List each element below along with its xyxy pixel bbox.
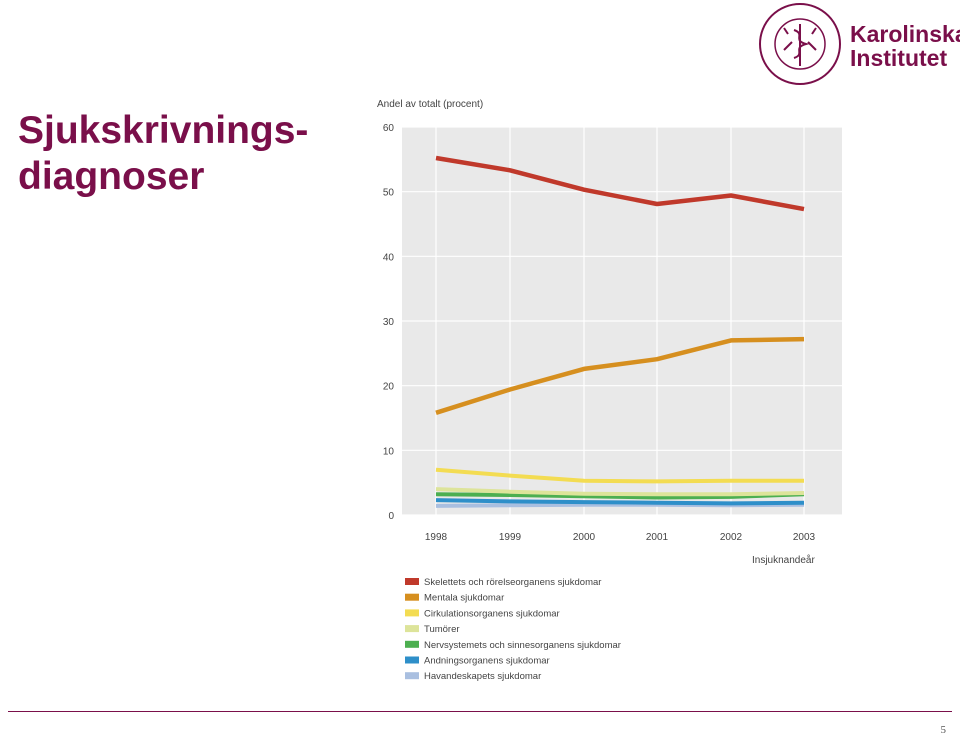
y-tick-label: 0 [388, 511, 394, 522]
y-tick-label: 20 [383, 382, 395, 393]
legend-swatch [405, 593, 419, 601]
legend-swatch [405, 578, 419, 585]
legend-label: Mentala sjukdomar [424, 593, 504, 604]
y-tick-label: 60 [383, 123, 395, 134]
legend-label: Cirkulationsorganens sjukdomar [424, 608, 560, 619]
series-line [435, 155, 805, 212]
x-tick-label: 2001 [646, 532, 669, 543]
legend-swatch [405, 625, 419, 633]
x-tick-label: 2003 [793, 532, 816, 543]
legend-label: Nervsystemets och sinnesorganens sjukdom… [424, 640, 621, 651]
slide-title-line1: Sjukskrivnings- [18, 109, 309, 152]
series-line [435, 498, 805, 506]
legend-label: Tumörer [424, 624, 460, 635]
line-chart: Andel av totalt (procent) 0102030405060 … [377, 99, 842, 682]
footer-divider [8, 711, 952, 712]
slide-title: Sjukskrivnings- diagnoser [18, 108, 308, 200]
legend-swatch [405, 640, 419, 648]
series-lines [435, 155, 805, 508]
seal-icon [759, 3, 841, 85]
legend-swatch [405, 609, 419, 617]
chart-grid [402, 126, 842, 516]
karolinska-logo: Karolinska Institutet [759, 3, 960, 85]
x-tick-label: 1999 [499, 532, 522, 543]
legend-label: Havandeskapets sjukdomar [424, 671, 541, 682]
series-line [435, 467, 804, 484]
chart-legend: Skelettets och rörelseorganens sjukdomar… [405, 577, 621, 682]
y-tick-label: 10 [383, 446, 395, 457]
legend-label: Andningsorganens sjukdomar [424, 656, 550, 667]
y-tick-label: 50 [383, 188, 395, 199]
x-axis-label: Insjuknandeår [752, 554, 815, 566]
y-axis-label: Andel av totalt (procent) [377, 99, 483, 110]
x-tick-label: 1998 [425, 532, 448, 543]
series-line [435, 492, 805, 500]
logo-word-institutet: Institutet [850, 45, 947, 71]
y-tick-label: 40 [383, 252, 395, 263]
slide-title-line2: diagnoser [18, 155, 205, 198]
x-tick-labels: 1998 1999 2000 2001 2002 2003 [425, 532, 816, 543]
legend-swatch [405, 656, 419, 664]
logo-word-karolinska: Karolinska [850, 21, 960, 47]
legend-swatch [405, 672, 419, 680]
x-tick-label: 2000 [573, 532, 596, 543]
legend-label: Skelettets och rörelseorganens sjukdomar [424, 577, 601, 588]
series-line [435, 336, 805, 415]
y-tick-label: 30 [383, 317, 395, 328]
series-line [435, 487, 805, 497]
x-tick-label: 2002 [720, 532, 743, 543]
y-tick-labels: 0 10 20 30 40 50 60 [383, 123, 395, 522]
page-number: 5 [940, 724, 947, 736]
